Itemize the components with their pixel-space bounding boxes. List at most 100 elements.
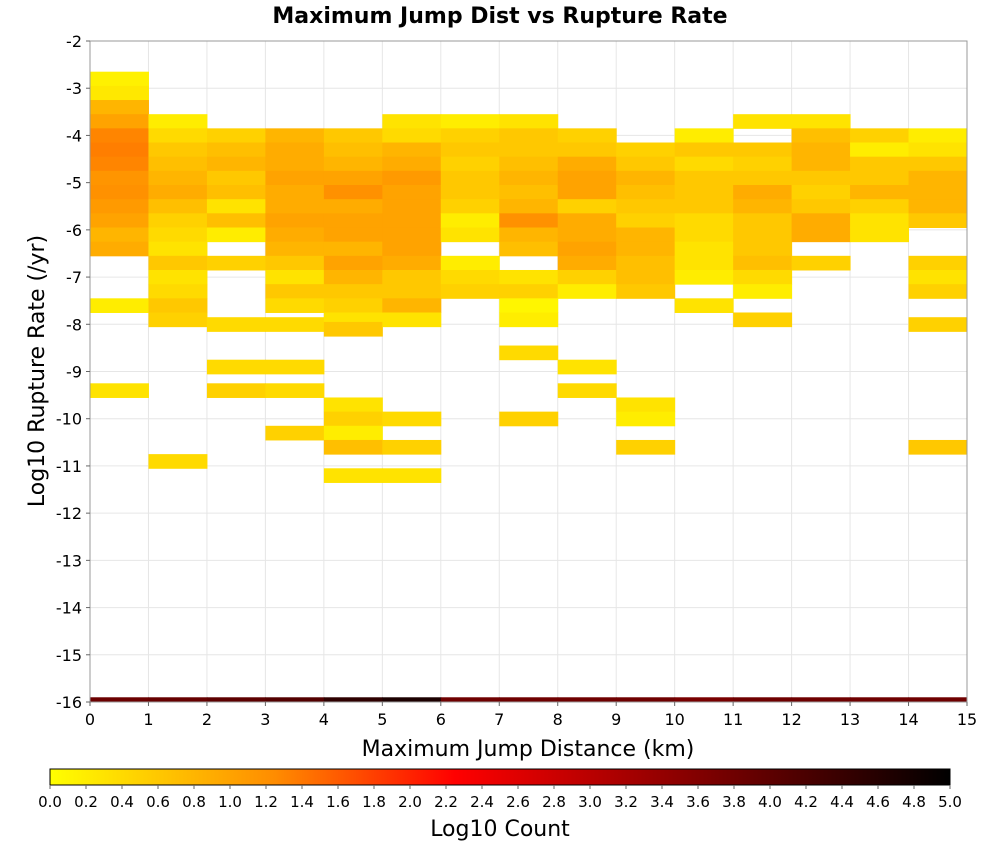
- colorbar-ticks: 0.0 0.2 0.4 0.6 0.8 1.0 1.2 1.4 1.6 1.8 2.0 2.2 2.4 2…: [38, 785, 962, 811]
- heatmap-cell: [674, 170, 734, 186]
- colorbar-tick-label: 5.0: [938, 793, 962, 811]
- y-axis-label: Log10 Rupture Rate (/yr): [25, 235, 50, 507]
- heatmap-cell: [382, 312, 442, 328]
- heatmap-cell: [908, 156, 968, 172]
- heatmap-cell: [674, 142, 734, 158]
- heatmap-cell: [148, 156, 208, 172]
- colorbar-tick-label: 3.8: [722, 793, 746, 811]
- heatmap-cell: [557, 269, 617, 285]
- heatmap-cell: [148, 269, 208, 285]
- y-tick-label: -7: [66, 268, 82, 287]
- x-tick-label: 3: [260, 710, 270, 729]
- y-axis-ticks: -2 -3 -4 -5 -6 -7 -8 -9 -10 -11 -12 -13 -14 -15 -16: [56, 32, 90, 712]
- heatmap-cell: [674, 227, 734, 243]
- heatmap-cell: [265, 425, 325, 441]
- heatmap-cell: [440, 128, 500, 144]
- heatmap-cell: [265, 269, 325, 285]
- y-tick-label: -2: [66, 32, 82, 51]
- heatmap-cell: [440, 114, 500, 129]
- heatmap-cell: [908, 128, 968, 144]
- heatmap-cell: [616, 156, 676, 172]
- heatmap-cell: [206, 142, 266, 158]
- colorbar-tick-label: 2.0: [398, 793, 422, 811]
- heatmap-cell: [791, 114, 851, 129]
- x-tick-label: 0: [85, 710, 95, 729]
- x-tick-label: 8: [553, 710, 563, 729]
- heatmap-cell: [323, 213, 383, 228]
- heatmap-cell-bottom: [265, 697, 325, 702]
- heatmap-cell: [557, 142, 617, 158]
- heatmap-cell: [323, 397, 383, 413]
- heatmap-cell: [674, 185, 734, 200]
- heatmap-cell: [557, 284, 617, 299]
- x-tick-label: 12: [781, 710, 801, 729]
- heatmap-cell: [90, 71, 149, 87]
- heatmap-cell: [499, 411, 559, 427]
- colorbar-tick-label: 3.6: [686, 793, 710, 811]
- y-tick-label: -14: [56, 599, 82, 618]
- heatmap-cell: [90, 170, 149, 186]
- colorbar-tick-label: 4.4: [830, 793, 854, 811]
- heatmap-cell: [382, 255, 442, 271]
- x-tick-label: 10: [664, 710, 684, 729]
- heatmap-cell: [616, 255, 676, 271]
- heatmap-cell: [791, 185, 851, 200]
- heatmap-cell: [148, 255, 208, 271]
- heatmap-cell: [440, 199, 500, 214]
- heatmap-cell: [616, 397, 676, 413]
- heatmap-cell: [382, 284, 442, 299]
- heatmap-cell: [616, 241, 676, 257]
- heatmap-cell: [440, 284, 500, 299]
- heatmap-cell: [733, 255, 793, 271]
- colorbar-tick-label: 4.2: [794, 793, 818, 811]
- colorbar-label: Log10 Count: [430, 817, 570, 842]
- heatmap-cell: [733, 170, 793, 186]
- heatmap-cell: [323, 185, 383, 200]
- heatmap-cell: [674, 298, 734, 313]
- colorbar-tick-label: 3.4: [650, 793, 674, 811]
- heatmap-cell: [265, 317, 325, 332]
- heatmap-cell: [323, 241, 383, 257]
- heatmap-cell: [90, 114, 149, 129]
- heatmap-cell: [733, 142, 793, 158]
- heatmap-cell: [674, 269, 734, 285]
- heatmap-cell: [148, 454, 208, 469]
- heatmap-cell: [791, 142, 851, 158]
- heatmap-cell: [148, 312, 208, 328]
- x-tick-label: 13: [840, 710, 860, 729]
- heatmap-cell: [206, 213, 266, 228]
- heatmap-cell-bottom: [323, 697, 383, 702]
- heatmap-cell: [206, 199, 266, 214]
- heatmap-cell: [791, 156, 851, 172]
- heatmap-cell: [499, 114, 559, 129]
- colorbar-tick-label: 3.2: [614, 793, 638, 811]
- colorbar-tick-label: 4.6: [866, 793, 890, 811]
- heatmap-cell: [674, 241, 734, 257]
- heatmap-cell: [557, 170, 617, 186]
- heatmap-cell: [206, 383, 266, 398]
- heatmap-cell: [440, 227, 500, 243]
- heatmap-cell: [265, 156, 325, 172]
- heatmap-cell: [733, 213, 793, 228]
- heatmap-cell: [265, 383, 325, 398]
- heatmap-cell: [499, 185, 559, 200]
- heatmap-cell: [850, 170, 910, 186]
- heatmap-cell: [323, 439, 383, 455]
- y-tick-label: -6: [66, 221, 82, 240]
- heatmap-cell: [440, 255, 500, 271]
- heatmap-cell: [499, 269, 559, 285]
- heatmap-cell: [908, 142, 968, 158]
- heatmap-cell: [557, 255, 617, 271]
- colorbar-tick-label: 1.8: [362, 793, 386, 811]
- heatmap-cell-bottom: [791, 697, 851, 702]
- heatmap-cell: [148, 241, 208, 257]
- x-tick-label: 14: [898, 710, 918, 729]
- colorbar-tick-label: 1.2: [254, 793, 278, 811]
- heatmap-cell: [908, 439, 968, 455]
- heatmap-cell: [908, 185, 968, 200]
- x-tick-label: 5: [377, 710, 387, 729]
- heatmap-cell: [148, 213, 208, 228]
- heatmap-cell: [908, 199, 968, 214]
- heatmap-cell: [90, 227, 149, 243]
- x-tick-label: 9: [611, 710, 621, 729]
